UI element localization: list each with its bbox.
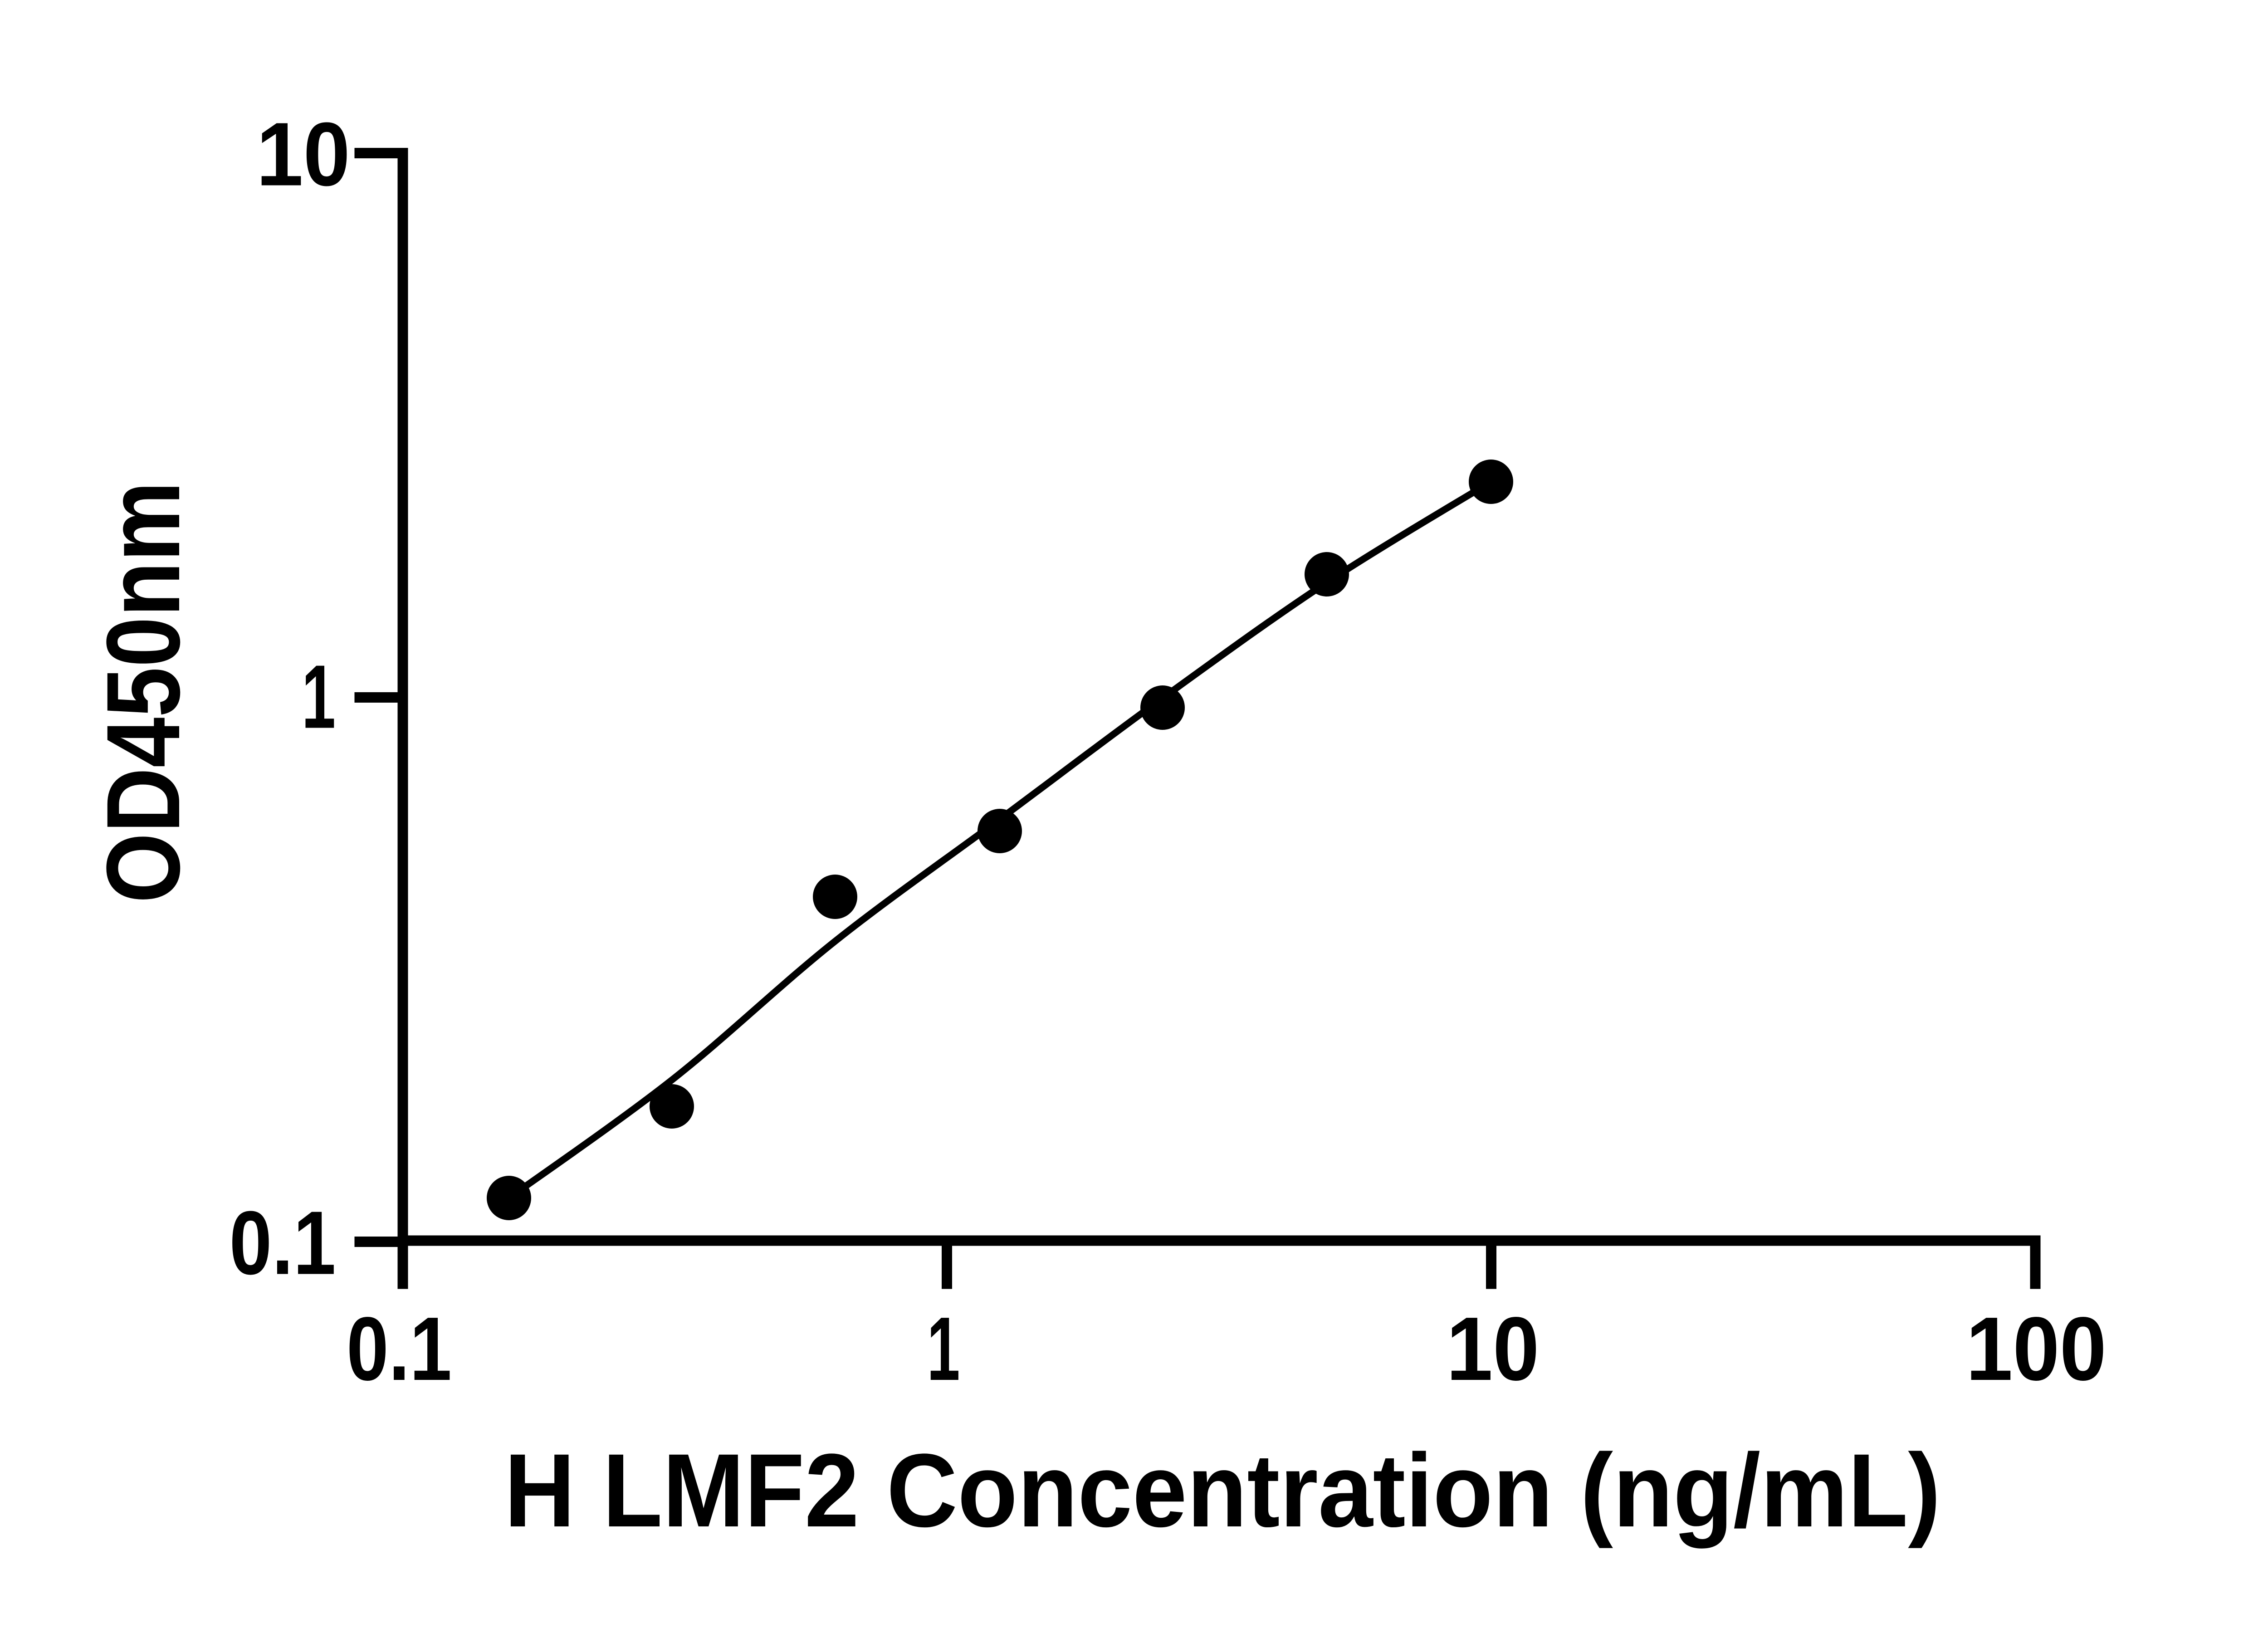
svg-text:1: 1 (927, 1299, 960, 1399)
svg-text:0.1: 0.1 (230, 1193, 336, 1294)
svg-text:H LMF2 Concentration (ng/mL): H LMF2 Concentration (ng/mL) (504, 1432, 1941, 1549)
svg-text:10: 10 (1447, 1299, 1540, 1399)
svg-text:10: 10 (256, 104, 350, 205)
svg-text:100: 100 (1966, 1299, 2107, 1399)
svg-text:OD450nm: OD450nm (85, 481, 201, 903)
svg-text:1: 1 (302, 647, 336, 748)
svg-text:0.1: 0.1 (347, 1299, 452, 1399)
